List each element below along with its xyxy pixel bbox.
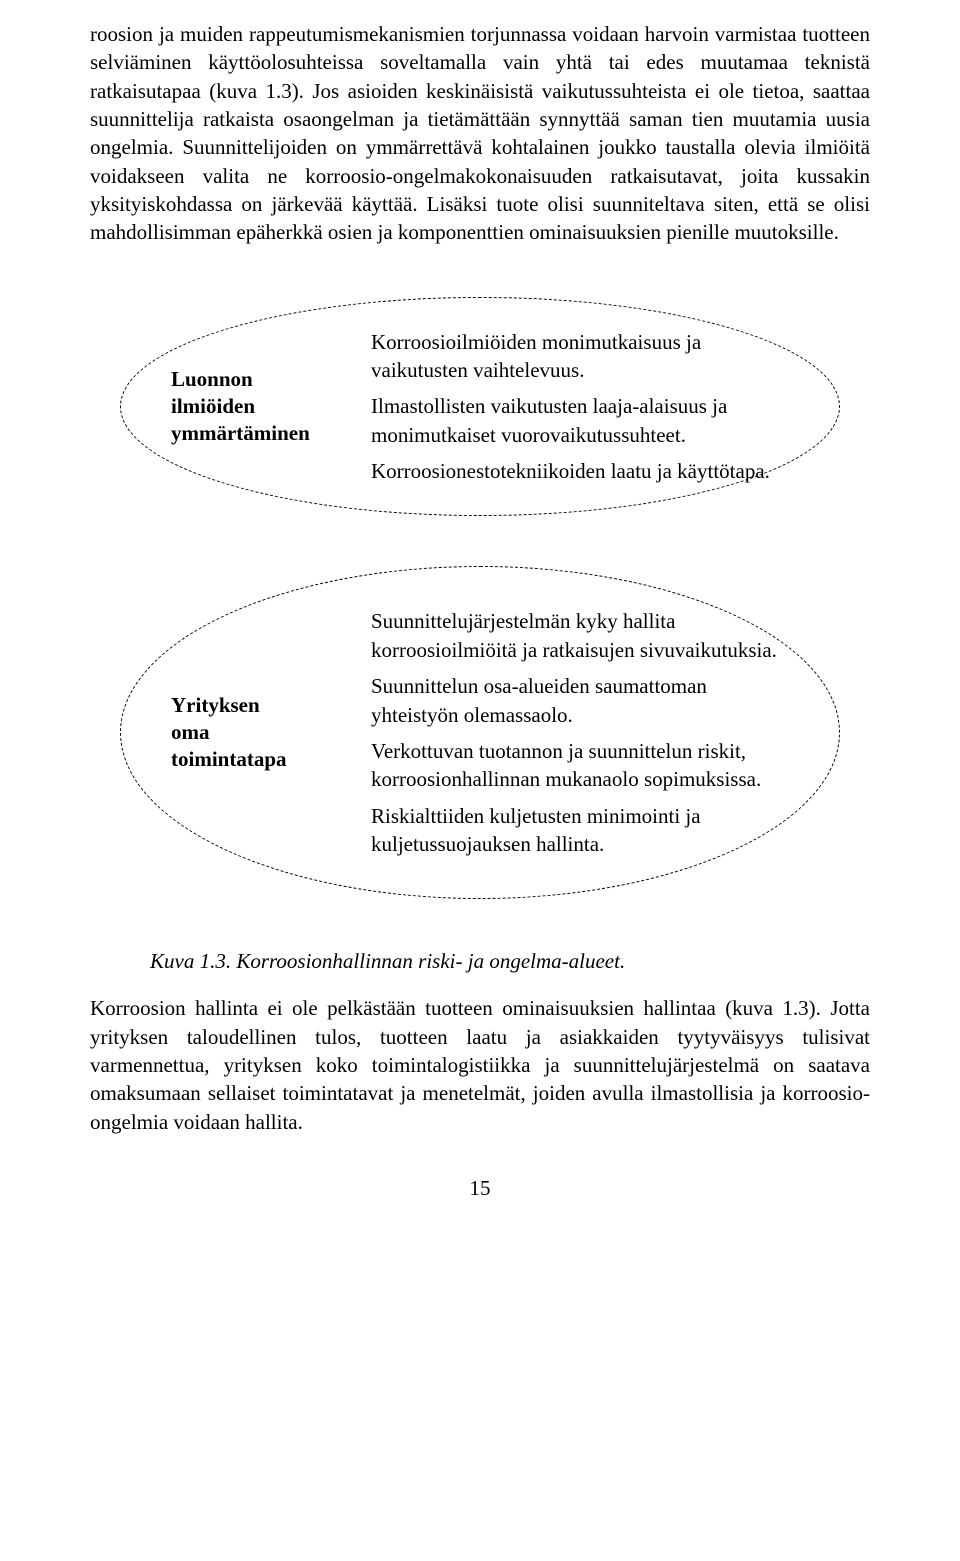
page-container: roosion ja muiden rappeutumismekanismien…: [0, 0, 960, 1241]
ellipse-nature-label: Luonnon ilmiöiden ymmärtäminen: [171, 366, 346, 448]
ellipse-company-item: Verkottuvan tuotannon ja suunnittelun ri…: [371, 737, 789, 794]
ellipse-company-item: Suunnittelun osa-alueiden saumattoman yh…: [371, 672, 789, 729]
page-number: 15: [90, 1176, 870, 1201]
ellipse-nature-item: Ilmastollisten vaikutusten laaja-alaisuu…: [371, 392, 789, 449]
ellipse-nature-content: Korroosioilmiöiden monimutkaisuus ja vai…: [371, 328, 789, 486]
ellipse-company-item: Riskialttiiden kuljetusten minimointi ja…: [371, 802, 789, 859]
ellipse-company-item: Suunnittelujärjestelmän kyky hallita kor…: [371, 607, 789, 664]
figure-caption: Kuva 1.3. Korroosionhallinnan riski- ja …: [150, 949, 870, 974]
ellipse-nature-item: Korroosionestotekniikoiden laatu ja käyt…: [371, 457, 789, 485]
paragraph-closing: Korroosion hallinta ei ole pelkästään tu…: [90, 994, 870, 1136]
ellipse-company: Yrityksen oma toimintatapa Suunnittelujä…: [120, 566, 840, 899]
ellipse-company-content: Suunnittelujärjestelmän kyky hallita kor…: [371, 607, 789, 858]
paragraph-intro: roosion ja muiden rappeutumismekanismien…: [90, 20, 870, 247]
ellipse-company-label: Yrityksen oma toimintatapa: [171, 692, 346, 774]
ellipse-nature: Luonnon ilmiöiden ymmärtäminen Korroosio…: [120, 297, 840, 517]
ellipse-nature-item: Korroosioilmiöiden monimutkaisuus ja vai…: [371, 328, 789, 385]
